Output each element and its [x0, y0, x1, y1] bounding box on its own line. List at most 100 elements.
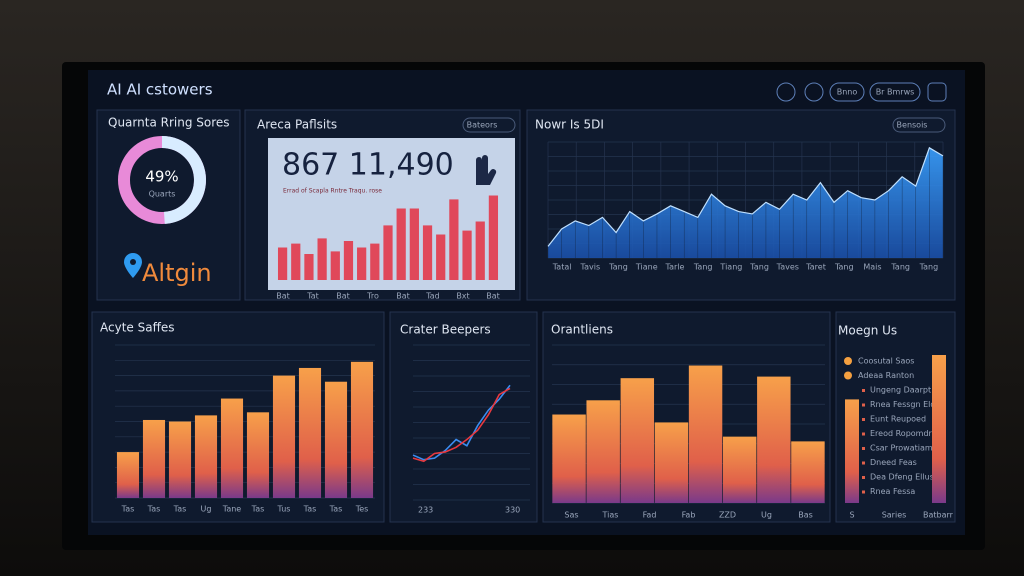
bar	[488, 195, 499, 280]
x-tick-label: Bxt	[456, 292, 469, 301]
bar	[116, 452, 140, 498]
dropdown[interactable]	[462, 117, 516, 133]
x-tick-label: Mais	[863, 263, 881, 272]
icon-button[interactable]	[776, 82, 796, 102]
pin-icon	[124, 253, 142, 278]
x-tick-label: 233	[418, 506, 433, 515]
x-tick-label: 330	[505, 506, 520, 515]
x-tick-label: Tiang	[719, 263, 742, 272]
panel-title: Quarnta Rring Sores	[108, 116, 230, 130]
bar	[304, 254, 314, 280]
x-tick-label: Bas	[798, 511, 813, 520]
donut-arc	[161, 136, 206, 224]
x-tick-label: Tas	[329, 505, 343, 514]
line	[547, 146, 944, 247]
x-tick-label: Tavis	[580, 263, 601, 272]
bar	[396, 208, 406, 280]
x-tick-label: Taves	[776, 263, 799, 272]
bar	[277, 247, 288, 280]
list-marker	[862, 461, 865, 465]
x-tick-label: Tang	[834, 263, 854, 272]
x-tick-label: Tas	[251, 505, 265, 514]
footer-label: Saries	[882, 511, 907, 520]
list-marker	[862, 447, 865, 450]
x-tick-label: Tang	[749, 263, 769, 272]
bar	[552, 414, 586, 503]
icon-button[interactable]	[927, 82, 947, 102]
bar	[317, 238, 327, 280]
x-tick-label: Ug	[761, 511, 772, 520]
bar	[142, 419, 166, 498]
brand: Altgin	[142, 259, 212, 287]
bar	[449, 199, 459, 280]
bar	[324, 381, 348, 498]
bar	[475, 221, 485, 280]
bar	[791, 441, 825, 503]
bar	[654, 422, 689, 503]
x-tick-label: Bat	[486, 292, 500, 301]
x-tick-label: Tang	[919, 263, 939, 272]
bar	[350, 361, 374, 498]
x-tick-label: Tro	[366, 292, 379, 301]
bar	[291, 243, 301, 280]
x-tick-label: Fab	[682, 511, 696, 520]
dropdown-label: Bensois	[897, 121, 928, 130]
bar	[330, 251, 340, 280]
footer-label: Batbarr	[923, 511, 954, 520]
donut-caption: Quarts	[149, 190, 176, 199]
dropdown[interactable]	[892, 117, 946, 133]
list-item: Ungeng Daarpt	[870, 386, 931, 395]
panel-title: Moegn Us	[838, 324, 897, 338]
button-label: Bnno	[837, 88, 858, 97]
list-marker	[862, 418, 865, 421]
icon-button[interactable]	[804, 82, 824, 102]
x-tick-label: ZZD	[719, 511, 736, 520]
bar	[246, 412, 270, 498]
pill-button[interactable]	[869, 82, 921, 102]
bar	[272, 375, 296, 498]
pin-dot	[130, 259, 136, 265]
bar	[298, 367, 322, 498]
x-tick-label: Tas	[147, 505, 161, 514]
bar	[620, 378, 655, 503]
x-tick-label: Tat	[306, 292, 319, 301]
x-tick-label: Tane	[222, 505, 242, 514]
app-title: AI AI cstowers	[107, 81, 213, 99]
bar	[932, 355, 946, 503]
x-tick-label: Tias	[602, 511, 619, 520]
bar	[586, 400, 620, 503]
bar	[383, 225, 393, 280]
x-tick-label: Tas	[303, 505, 317, 514]
bar	[409, 208, 419, 280]
subtitle: Errad of Scapla Rntre Traqu. rose	[283, 188, 382, 195]
footer-label: S	[849, 511, 854, 520]
list-item: Eunt Reupoed	[870, 415, 926, 424]
list-item: Coosutal Saos	[858, 357, 914, 366]
x-tick-label: Ug	[201, 505, 212, 514]
x-tick-label: Bat	[276, 292, 290, 301]
bar	[220, 398, 244, 498]
list-marker	[862, 490, 865, 494]
line	[412, 387, 511, 463]
panel-title: Areca Paflsits	[257, 118, 337, 132]
pill-button[interactable]	[829, 82, 865, 102]
bar	[462, 230, 472, 280]
x-tick-label: Tad	[425, 292, 440, 301]
x-tick-label: Bat	[396, 292, 410, 301]
x-tick-label: Fad	[643, 511, 657, 520]
bar	[422, 225, 433, 280]
bar	[845, 399, 859, 503]
list-item: Adeaa Ranton	[858, 371, 914, 380]
list-marker	[862, 403, 865, 407]
list-marker	[862, 476, 865, 479]
x-tick-label: Tang	[608, 263, 628, 272]
hand-icon	[476, 155, 497, 185]
panel-title: Nowr Is 5DI	[535, 118, 604, 132]
bar	[343, 241, 354, 280]
headline: 867 11,490	[282, 148, 454, 183]
list-dot	[844, 357, 852, 365]
bar	[357, 247, 367, 280]
bar	[722, 436, 757, 503]
list-marker	[862, 432, 865, 436]
